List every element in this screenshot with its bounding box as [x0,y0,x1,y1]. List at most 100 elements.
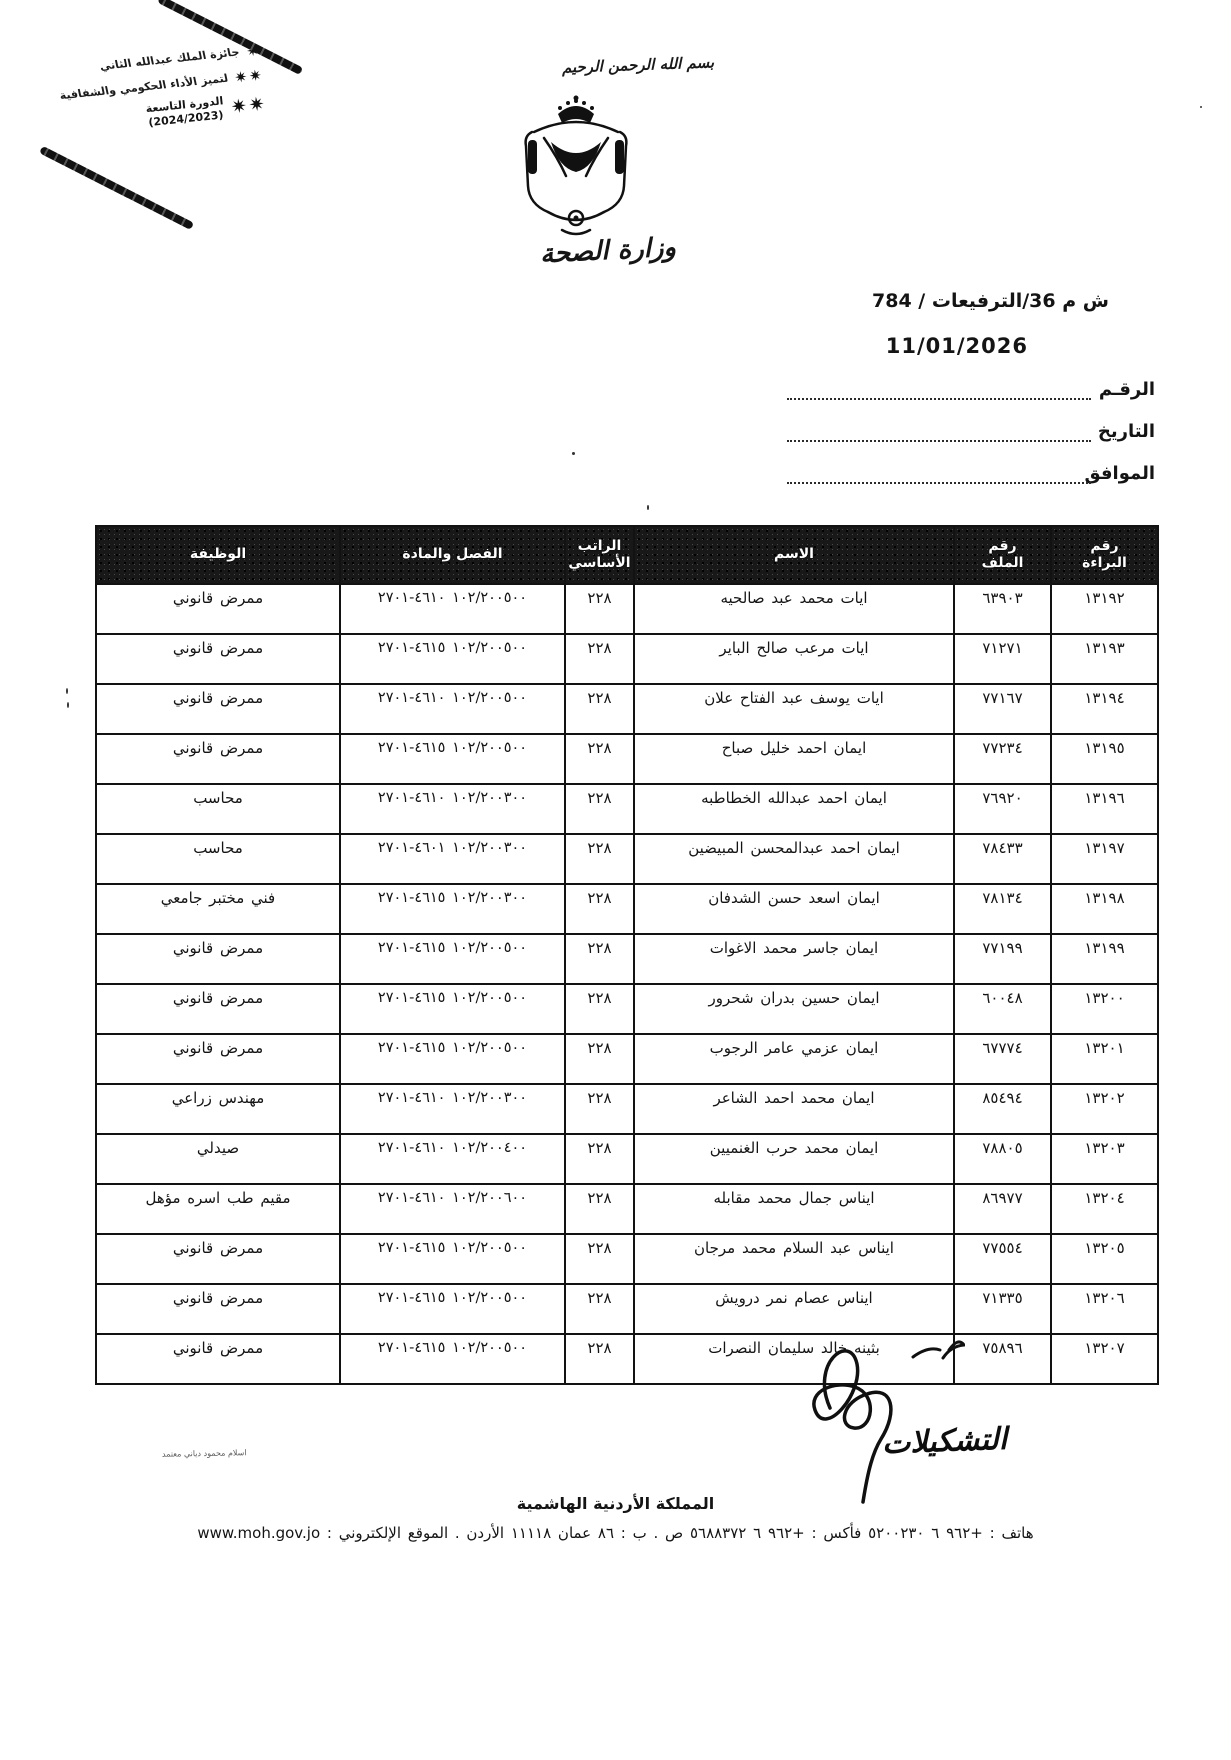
star-icon: ✷ [248,66,263,86]
cell-chapter_article: ١٠٢/٢٠٠٥٠٠ ٤٦١٠-٢٧٠١ [339,683,566,735]
cell-file_no: ٧٧١٦٧ [953,683,1052,735]
column-header-position: الوظيفة [95,525,341,585]
cell-name: ايات مرعب صالح الباير [633,633,955,685]
cell-name: ايناس جمال محمد مقابله [633,1183,955,1235]
cell-warrant_no: ١٣٢٠١ [1050,1033,1159,1085]
table-row: ١٣١٩٤ ٧٧١٦٧ ايات يوسف عبد الفتاح علان ٢٢٨ ١٠… [95,683,1159,735]
table-row: ١٣٢٠٣ ٧٨٨٠٥ ايمان محمد حرب الغنميين ٢٢٨ ١٠٢/… [95,1133,1159,1185]
cell-warrant_no: ١٣٢٠٢ [1050,1083,1159,1135]
cell-position: ممرض قانوني [95,633,341,685]
cell-salary: ٢٢٨ [564,1333,635,1385]
cell-position: ممرض قانوني [95,933,341,985]
cell-file_no: ٨٥٤٩٤ [953,1083,1052,1135]
cell-warrant_no: ١٣١٩٧ [1050,833,1159,885]
cell-name: ايناس عبد السلام محمد مرجان [633,1233,955,1285]
cell-salary: ٢٢٨ [564,833,635,885]
cell-warrant_no: ١٣١٩٤ [1050,683,1159,735]
table-row: ١٣١٩٣ ٧١٢٧١ ايات مرعب صالح الباير ٢٢٨ ١٠٢/٢٠… [95,633,1159,685]
footer-contact: هاتف : +٩٦٢ ٦ ٥٢٠٠٢٣٠ فأكس : +٩٦٢ ٦ ٥٦٨٨… [197,1524,1034,1542]
scan-speck [1200,106,1202,108]
table-row: ١٣٢٠١ ٦٧٧٧٤ ايمان عزمي عامر الرجوب ٢٢٨ ١٠٢/٢… [95,1033,1159,1085]
cell-salary: ٢٢٨ [564,1033,635,1085]
cell-salary: ٢٢٨ [564,1183,635,1235]
star-icon: ✷ [229,94,248,119]
table-row: ١٣٢٠٧ ٧٥٨٩٦ بثينه خالد سليمان النصرات ٢٢٨ ١٠… [95,1333,1159,1385]
number-row: الرقـم [783,358,1155,400]
cell-position: فني مختبر جامعي [95,883,341,935]
column-header-name: الاسم [633,525,955,585]
cell-position: مقيم طب اسره مؤهل [95,1183,341,1235]
cell-chapter_article: ١٠٢/٢٠٠٥٠٠ ٤٦١٥-٢٧٠١ [339,1233,566,1285]
star-icon: ✷ [247,92,266,117]
cell-warrant_no: ١٣١٩٢ [1050,583,1159,635]
promotions-table: رقم البراءة رقم الملف الاسم الراتب الأساسي الفص… [95,525,1159,1385]
cell-warrant_no: ١٣١٩٥ [1050,733,1159,785]
cell-file_no: ٧١٣٣٥ [953,1283,1052,1335]
cell-position: ممرض قانوني [95,683,341,735]
table-row: ١٣٢٠٢ ٨٥٤٩٤ ايمان محمد احمد الشاعر ٢٢٨ ١٠٢/٢… [95,1083,1159,1135]
cell-warrant_no: ١٣٢٠٥ [1050,1233,1159,1285]
table-row: ١٣١٩٢ ٦٣٩٠٣ ايات محمد عبد صالحيه ٢٢٨ ١٠٢/٢٠٠… [95,583,1159,635]
cell-position: ممرض قانوني [95,733,341,785]
cell-warrant_no: ١٣١٩٣ [1050,633,1159,685]
table-row: ١٣١٩٥ ٧٧٢٣٤ ايمان احمد خليل صباح ٢٢٨ ١٠٢/٢٠٠… [95,733,1159,785]
bismillah-calligraphy: بسم الله الرحمن الرحيم [561,53,714,77]
cell-chapter_article: ١٠٢/٢٠٠٥٠٠ ٤٦١٥-٢٧٠١ [339,933,566,985]
table-row: ١٣٢٠٠ ٦٠٠٤٨ ايمان حسين بدران شحرور ٢٢٨ ١٠٢/٢… [95,983,1159,1035]
column-header-warrant_no: رقم البراءة [1050,525,1159,585]
cell-chapter_article: ١٠٢/٢٠٠٥٠٠ ٤٦١٠-٢٧٠١ [339,583,566,635]
cell-position: ممرض قانوني [95,1033,341,1085]
cell-salary: ٢٢٨ [564,1133,635,1185]
cell-name: ايمان محمد حرب الغنميين [633,1133,955,1185]
number-label: الرقـم [1098,379,1155,400]
date-dotted-line [787,420,1091,442]
cell-position: ممرض قانوني [95,1233,341,1285]
cell-position: ممرض قانوني [95,1333,341,1385]
corresponding-row: الموافق [783,442,1155,484]
cell-salary: ٢٢٨ [564,883,635,935]
column-header-chapter_article: الفصل والمادة [339,525,566,585]
signature [775,1318,975,1522]
corresponding-dotted-line [787,462,1091,484]
signature-tick-mark [905,1332,967,1376]
cell-warrant_no: ١٣٢٠٤ [1050,1183,1159,1235]
table-row: ١٣١٩٦ ٧٦٩٢٠ ايمان احمد عبدالله الخطاطبه ٢٢٨… [95,783,1159,835]
cell-chapter_article: ١٠٢/٢٠٠٥٠٠ ٤٦١٥-٢٧٠١ [339,1033,566,1085]
table-row: ١٣١٩٨ ٧٨١٣٤ ايمان اسعد حسن الشدفان ٢٢٨ ١٠٢/٢… [95,883,1159,935]
table-header-row: رقم البراءة رقم الملف الاسم الراتب الأساسي الفص… [95,525,1159,585]
cell-warrant_no: ١٣٢٠٧ [1050,1333,1159,1385]
cell-salary: ٢٢٨ [564,983,635,1035]
cell-name: ايات محمد عبد صالحيه [633,583,955,635]
cell-name: ايمان حسين بدران شحرور [633,983,955,1035]
cell-name: ايناس عصام نمر درويش [633,1283,955,1335]
document-date-value: 11/01/2026 [885,334,1028,358]
cell-salary: ٢٢٨ [564,1083,635,1135]
cell-file_no: ٧٥٨٩٦ [953,1333,1052,1385]
scan-speck [572,452,575,455]
number-dotted-line [787,378,1091,400]
cell-position: ممرض قانوني [95,1283,341,1335]
reference-block: ش م 36/الترفيعات / 784 11/01/2026 الرقـم… [783,290,1155,484]
document-reference: ش م 36/الترفيعات / 784 [872,290,1109,312]
award-stamp: ✷ جائزة الملك عبدالله الثاني ✷✷ لتميز ال… [30,0,304,231]
cell-position: محاسب [95,833,341,885]
cell-chapter_article: ١٠٢/٢٠٠٥٠٠ ٤٦١٥-٢٧٠١ [339,733,566,785]
cell-name: ايات يوسف عبد الفتاح علان [633,683,955,735]
cell-file_no: ٧٦٩٢٠ [953,783,1052,835]
cell-warrant_no: ١٣٢٠٣ [1050,1133,1159,1185]
cell-salary: ٢٢٨ [564,783,635,835]
cell-warrant_no: ١٣١٩٦ [1050,783,1159,835]
table-row: ١٣٢٠٥ ٧٧٥٥٤ ايناس عبد السلام محمد مرجان ٢٢٨… [95,1233,1159,1285]
cell-name: ايمان احمد عبدالمحسن المبيضين [633,833,955,885]
cell-chapter_article: ١٠٢/٢٠٠٥٠٠ ٤٦١٥-٢٧٠١ [339,1283,566,1335]
cell-salary: ٢٢٨ [564,1233,635,1285]
cell-name: بثينه خالد سليمان النصرات [633,1333,955,1385]
cell-chapter_article: ١٠٢/٢٠٠٣٠٠ ٤٦١٥-٢٧٠١ [339,883,566,935]
cell-name: ايمان محمد احمد الشاعر [633,1083,955,1135]
footer-kingdom: المملكة الأردنية الهاشمية [516,1494,715,1513]
cell-chapter_article: ١٠٢/٢٠٠٣٠٠ ٤٦١٠-٢٧٠١ [339,1083,566,1135]
cell-file_no: ٧٧١٩٩ [953,933,1052,985]
cell-position: مهندس زراعي [95,1083,341,1135]
cell-file_no: ٦٣٩٠٣ [953,583,1052,635]
date-label: التاريخ [1097,421,1155,442]
